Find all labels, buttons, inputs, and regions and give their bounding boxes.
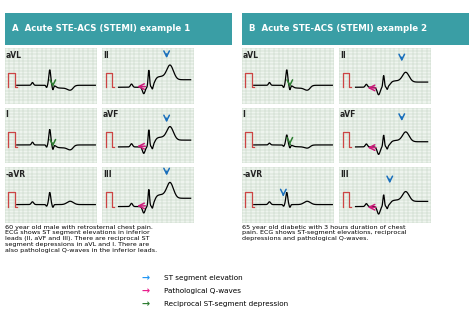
Text: Pathological Q-waves: Pathological Q-waves	[164, 288, 240, 294]
Text: II: II	[340, 51, 346, 60]
Text: B  Acute STE-ACS (STEMI) example 2: B Acute STE-ACS (STEMI) example 2	[248, 24, 427, 33]
Text: 60 year old male with retrosternal chest pain.
ECG shows ST segment elevations i: 60 year old male with retrosternal chest…	[5, 225, 157, 253]
Text: A  Acute STE-ACS (STEMI) example 1: A Acute STE-ACS (STEMI) example 1	[11, 24, 190, 33]
Text: 65 year old diabetic with 3 hours duration of chest
pain. ECG shows ST-segment e: 65 year old diabetic with 3 hours durati…	[242, 225, 406, 241]
Text: aVF: aVF	[103, 110, 119, 119]
Text: -aVR: -aVR	[6, 170, 26, 179]
Text: →: →	[142, 299, 154, 309]
Text: Reciprocal ST-segment depression: Reciprocal ST-segment depression	[164, 301, 288, 307]
Text: aVL: aVL	[243, 51, 259, 60]
Text: II: II	[103, 51, 109, 60]
Text: III: III	[103, 170, 111, 179]
Text: -aVR: -aVR	[243, 170, 263, 179]
Text: →: →	[142, 286, 154, 296]
Text: aVF: aVF	[340, 110, 356, 119]
Text: I: I	[243, 110, 246, 119]
Text: →: →	[142, 272, 154, 283]
Text: I: I	[6, 110, 9, 119]
Text: ST segment elevation: ST segment elevation	[164, 275, 242, 280]
Text: III: III	[340, 170, 348, 179]
Text: aVL: aVL	[6, 51, 22, 60]
